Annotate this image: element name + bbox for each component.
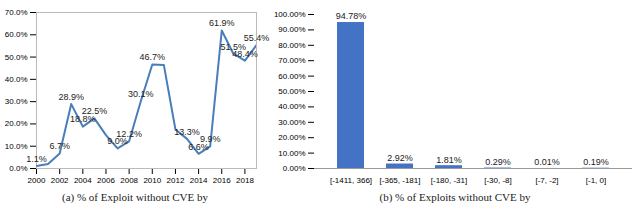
svg-text:0.01%: 0.01% [534,157,560,167]
svg-text:6.7%: 6.7% [49,141,70,151]
svg-text:94.78%: 94.78% [336,11,367,21]
svg-text:9.0%: 9.0% [107,136,128,147]
svg-text:2002: 2002 [51,176,69,185]
svg-text:46.7%: 46.7% [140,52,166,62]
svg-text:80.00%: 80.00% [278,41,305,50]
svg-text:2016: 2016 [213,176,231,185]
svg-text:[-7, -2]: [-7, -2] [535,176,558,185]
svg-text:48.4%: 48.4% [232,49,258,59]
svg-text:50.0%: 50.0% [5,53,28,62]
svg-text:60.0%: 60.0% [5,30,28,39]
svg-text:13.3%: 13.3% [174,127,200,137]
svg-text:2012: 2012 [167,176,185,185]
svg-text:0.29%: 0.29% [485,157,511,167]
svg-text:2.92%: 2.92% [387,153,413,163]
svg-text:10.00%: 10.00% [278,149,305,158]
svg-text:60.00%: 60.00% [278,72,305,81]
svg-text:0.19%: 0.19% [583,157,609,167]
svg-text:70.0%: 70.0% [5,8,28,17]
svg-text:2014: 2014 [190,176,208,185]
svg-text:100.00%: 100.00% [274,10,306,19]
svg-text:2006: 2006 [97,176,115,185]
svg-text:18.8%: 18.8% [70,114,96,125]
svg-text:[-365, -181]: [-365, -181] [380,176,421,185]
svg-text:[-30, -8]: [-30, -8] [484,176,512,185]
svg-text:2004: 2004 [74,176,92,185]
svg-text:30.0%: 30.0% [5,97,28,106]
html-text:(a) % of Exploit without CVE b: (a) % of Exploit without CVE by [62,191,208,203]
svg-text:22.5%: 22.5% [82,106,108,116]
svg-text:20.00%: 20.00% [278,133,305,142]
svg-text:2018: 2018 [236,176,254,185]
svg-text:[-1411, 366]: [-1411, 366] [330,176,372,185]
svg-text:[-1, 0]: [-1, 0] [586,176,606,185]
svg-text:40.00%: 40.00% [278,102,305,111]
svg-text:1.1%: 1.1% [26,154,47,164]
svg-text:61.9%: 61.9% [209,18,235,28]
svg-text:50.00%: 50.00% [278,87,305,96]
svg-text:[-180, -31]: [-180, -31] [431,176,467,185]
html-text:(b) % of Exploits without CVE: (b) % of Exploits without CVE by [379,191,531,203]
svg-text:51.5%: 51.5% [220,41,247,52]
svg-text:20.0%: 20.0% [5,119,28,128]
svg-text:30.00%: 30.00% [278,118,305,127]
svg-text:12.2%: 12.2% [116,129,142,139]
svg-text:55.4%: 55.4% [244,33,270,43]
svg-text:30.1%: 30.1% [128,89,154,99]
svg-text:1.81%: 1.81% [436,155,462,165]
svg-text:40.0%: 40.0% [5,75,28,84]
svg-text:0.00%: 0.00% [283,164,306,173]
svg-text:10.0%: 10.0% [5,142,28,151]
svg-text:2010: 2010 [143,176,161,185]
svg-text:9.9%: 9.9% [200,134,221,144]
svg-text:2000: 2000 [28,176,46,185]
svg-text:90.00%: 90.00% [278,25,305,34]
svg-text:6.6%: 6.6% [188,141,209,152]
svg-text:70.00%: 70.00% [278,56,305,65]
svg-text:0.0%: 0.0% [9,164,27,173]
svg-text:28.9%: 28.9% [58,92,84,102]
svg-text:2008: 2008 [120,176,138,185]
